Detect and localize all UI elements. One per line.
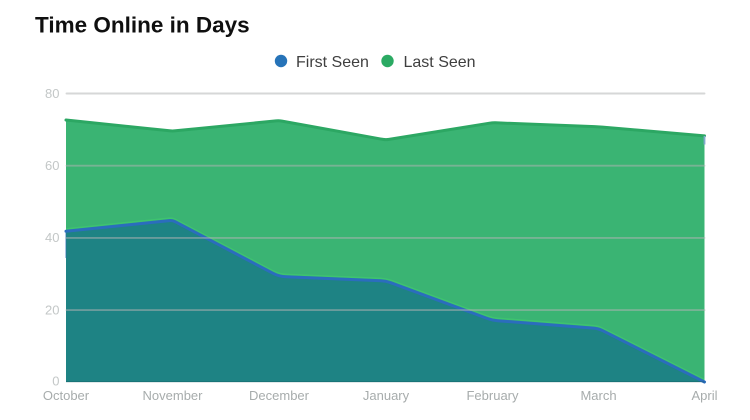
svg-text:April: April xyxy=(691,388,717,403)
svg-text:60: 60 xyxy=(45,158,59,173)
svg-text:0: 0 xyxy=(52,374,59,389)
svg-text:March: March xyxy=(580,388,616,403)
svg-text:Last Seen: Last Seen xyxy=(404,54,476,71)
svg-text:40: 40 xyxy=(45,230,59,245)
svg-text:November: November xyxy=(143,388,204,403)
svg-text:January: January xyxy=(363,388,410,403)
svg-text:First Seen: First Seen xyxy=(296,54,369,71)
svg-text:Time Online in Days: Time Online in Days xyxy=(35,13,250,38)
svg-text:80: 80 xyxy=(45,86,59,101)
svg-text:December: December xyxy=(249,388,310,403)
svg-text:October: October xyxy=(43,388,90,403)
svg-text:February: February xyxy=(466,388,519,403)
svg-text:20: 20 xyxy=(45,302,59,317)
